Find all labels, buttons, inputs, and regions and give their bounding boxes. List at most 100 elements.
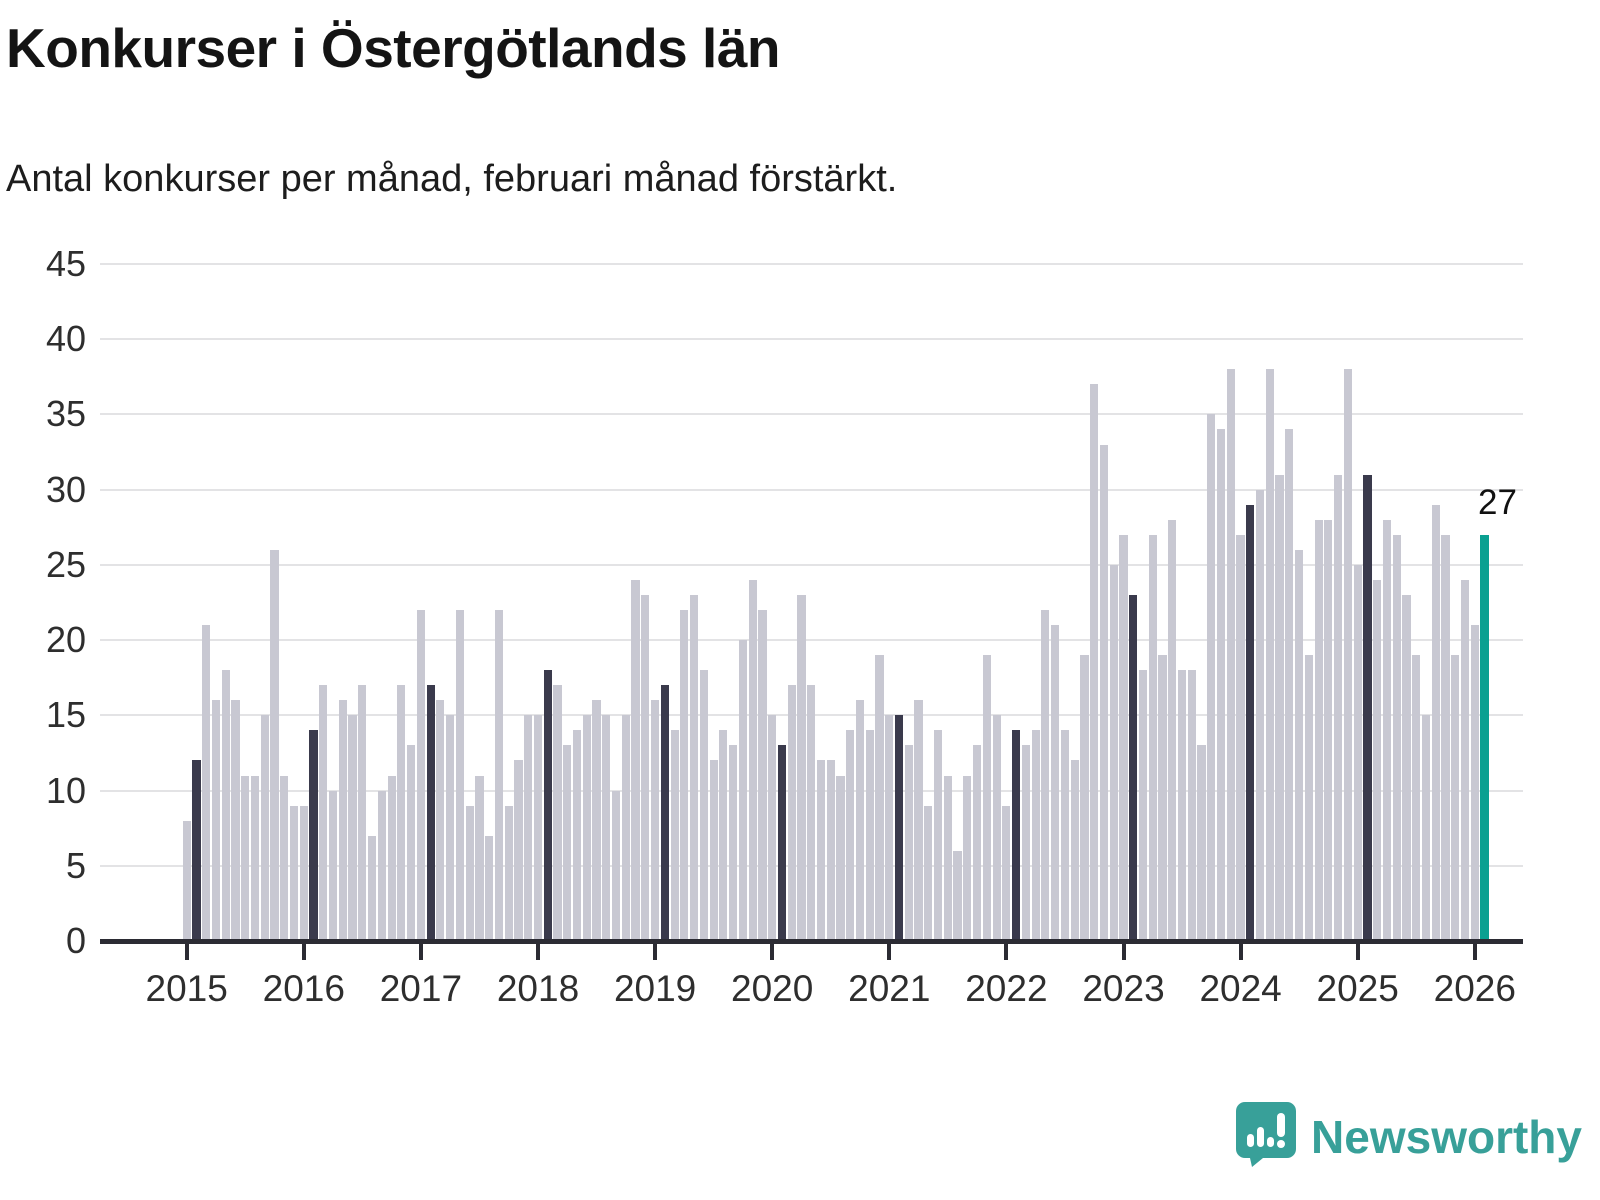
bar-2025-09 xyxy=(1431,504,1440,941)
bar-2019-04 xyxy=(680,610,689,941)
gridline-20 xyxy=(100,639,1523,642)
bar-2022-07 xyxy=(1060,730,1069,941)
bar-2021-06 xyxy=(933,730,943,941)
bar-2016-12 xyxy=(407,745,416,941)
x-tick-2017 xyxy=(418,944,423,960)
bar-2018-01 xyxy=(533,715,543,941)
x-tick-2019 xyxy=(653,944,658,960)
bar-2023-04 xyxy=(1148,534,1157,941)
x-axis-label-2017: 2017 xyxy=(379,968,463,1009)
bar-2015-12 xyxy=(289,805,299,941)
bar-2017-10 xyxy=(504,805,513,941)
brand-footer: Newsworthy xyxy=(1235,1101,1582,1172)
bar-2016-07 xyxy=(358,685,367,941)
bar-2023-12 xyxy=(1226,369,1235,941)
x-tick-2021 xyxy=(887,944,892,960)
x-axis-line xyxy=(100,939,1523,944)
bar-2021-04 xyxy=(914,700,923,941)
bar-2023-08 xyxy=(1187,670,1196,941)
bar-2025-01 xyxy=(1353,564,1362,941)
bar-2025-07 xyxy=(1412,655,1421,941)
bar-2019-05 xyxy=(690,594,699,941)
bar-2020-11 xyxy=(865,730,874,941)
bar-2021-03 xyxy=(904,745,913,941)
x-tick-2020 xyxy=(770,944,775,960)
bar-2021-01 xyxy=(885,715,894,941)
bar-2025-02 xyxy=(1363,474,1372,941)
x-tick-2026 xyxy=(1472,944,1477,960)
bar-2023-03 xyxy=(1138,670,1148,941)
bar-2018-02 xyxy=(543,670,552,941)
bar-2015-05 xyxy=(221,670,230,941)
bar-2025-10 xyxy=(1441,534,1450,941)
bar-chart: 0 5 10 15 20 25 30 35 40 45 2015 2016 2017 2018 2019 20… xyxy=(45,243,1523,1009)
bar-2019-03 xyxy=(670,730,679,941)
newsworthy-logo-icon xyxy=(1235,1101,1297,1172)
bar-2019-12 xyxy=(758,610,767,941)
y-axis-label-30: 30 xyxy=(45,468,86,510)
x-axis-label-2015: 2015 xyxy=(145,968,228,1009)
bar-2018-11 xyxy=(631,579,640,941)
bar-2021-07 xyxy=(943,775,952,941)
bar-2018-08 xyxy=(602,715,611,941)
bar-2019-07 xyxy=(709,760,718,941)
bar-2017-06 xyxy=(465,805,474,941)
bar-2020-12 xyxy=(875,655,884,941)
bar-2015-08 xyxy=(250,775,260,941)
x-axis-label-2022: 2022 xyxy=(965,968,1048,1009)
bar-2021-12 xyxy=(992,715,1001,941)
x-tick-2025 xyxy=(1355,944,1360,960)
bar-2017-02 xyxy=(426,685,435,941)
bar-2018-06 xyxy=(582,715,591,941)
bar-2015-07 xyxy=(241,775,250,941)
bar-2016-03 xyxy=(319,685,328,941)
bar-2024-07 xyxy=(1295,549,1304,941)
bar-2017-12 xyxy=(524,715,533,941)
bar-2021-05 xyxy=(924,805,933,941)
bar-2016-06 xyxy=(348,715,357,941)
bar-2020-06 xyxy=(816,760,826,941)
bar-2018-10 xyxy=(621,715,630,941)
bar-2017-04 xyxy=(446,715,455,941)
bar-2018-05 xyxy=(572,730,582,941)
bar-2026-01 xyxy=(1470,625,1479,941)
x-tick-2024 xyxy=(1238,944,1243,960)
x-tick-2018 xyxy=(536,944,540,960)
bar-2022-12 xyxy=(1109,564,1118,941)
bar-2019-02 xyxy=(660,685,669,941)
bar-2022-10 xyxy=(1090,384,1099,941)
speech-bubble-shape xyxy=(1236,1102,1297,1167)
bar-2023-05 xyxy=(1158,655,1167,941)
bar-2023-06 xyxy=(1168,519,1177,941)
bar-2019-01 xyxy=(650,700,660,941)
y-axis-label-35: 35 xyxy=(45,393,86,435)
bar-2017-01 xyxy=(416,610,425,941)
y-axis-label-45: 45 xyxy=(45,243,86,284)
bar-2020-04 xyxy=(797,594,806,941)
bar-2026-02 xyxy=(1480,534,1489,941)
bar-2022-05 xyxy=(1041,610,1050,941)
bar-2020-02 xyxy=(777,745,787,941)
y-axis-label-0: 0 xyxy=(65,920,86,961)
gridline-25 xyxy=(100,563,1523,566)
bar-2024-01 xyxy=(1236,534,1245,941)
bar-2020-10 xyxy=(855,700,865,941)
bar-2020-08 xyxy=(836,775,845,941)
gridline-40 xyxy=(100,338,1523,341)
bar-2016-02 xyxy=(309,730,318,941)
bar-2016-11 xyxy=(397,685,406,941)
bar-2016-01 xyxy=(299,805,308,941)
bar-2015-04 xyxy=(211,700,221,941)
bar-2015-11 xyxy=(280,775,289,941)
bar-2016-08 xyxy=(368,835,377,941)
y-axis-label-40: 40 xyxy=(45,318,86,360)
bar-2025-08 xyxy=(1421,715,1431,941)
bar-2025-06 xyxy=(1402,594,1411,941)
bar-2024-03 xyxy=(1255,489,1265,941)
bar-2021-02 xyxy=(894,715,904,941)
bar-2017-11 xyxy=(514,760,523,941)
x-axis-label-2023: 2023 xyxy=(1082,968,1165,1009)
x-axis-label-2021: 2021 xyxy=(848,968,931,1009)
x-tick-2016 xyxy=(301,944,306,960)
gridline-45 xyxy=(100,263,1523,265)
